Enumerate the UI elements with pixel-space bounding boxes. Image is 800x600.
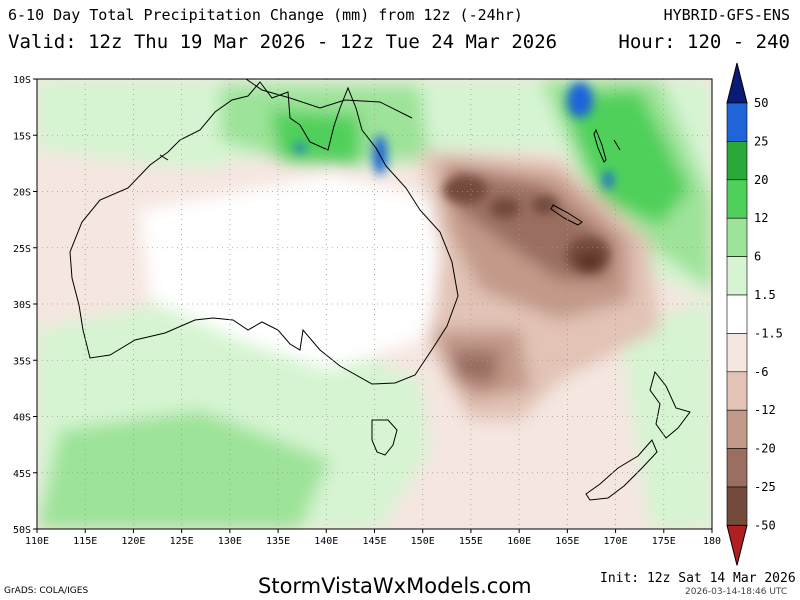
legend-label: 25: [754, 134, 768, 148]
grads-credit: GrADS: COLA/IGES: [4, 586, 89, 596]
lon-label: 150E: [411, 536, 435, 547]
grid-lines: [37, 79, 712, 529]
lon-label: 155E: [459, 536, 483, 547]
legend-label: -50: [754, 518, 776, 532]
legend-swatch: [726, 486, 748, 526]
lat-label: 30S: [13, 300, 31, 311]
lon-label: 135E: [266, 536, 290, 547]
lat-label: 35S: [13, 356, 31, 367]
lat-label: 40S: [13, 413, 31, 424]
valid-period: Valid: 12z Thu 19 Mar 2026 - 12z Tue 24 …: [8, 31, 558, 53]
legend-swatch: [726, 256, 748, 296]
legend-label: -6: [754, 365, 768, 379]
legend-label: -20: [754, 442, 776, 456]
legend-swatch: [726, 294, 748, 334]
lat-label: 25S: [13, 244, 31, 255]
legend-swatch: [726, 141, 748, 181]
legend-swatch: [726, 217, 748, 257]
init-time: Init: 12z Sat 14 Mar 2026: [600, 571, 796, 586]
lon-label: 125E: [170, 536, 194, 547]
lon-label: 120E: [121, 536, 145, 547]
lat-label: 20S: [13, 188, 31, 199]
lat-label: 15S: [13, 131, 31, 142]
legend-label: 6: [754, 250, 761, 264]
legend-label: 20: [754, 173, 768, 187]
shaded-field: [37, 79, 712, 529]
legend-label: 50: [754, 96, 768, 110]
legend-swatch: [726, 333, 748, 373]
legend-swatch: [726, 371, 748, 411]
lat-label: 10S: [13, 75, 31, 86]
generated-timestamp: 2026-03-14-18:46 UTC: [685, 587, 788, 597]
legend-swatch: [726, 409, 748, 449]
lon-label: 110E: [25, 536, 49, 547]
legend-label: -12: [754, 403, 776, 417]
legend-min-arrow: [726, 524, 748, 566]
lon-label: 180: [703, 536, 721, 547]
website-watermark: StormVistaWxModels.com: [258, 574, 532, 598]
lon-label: 160E: [507, 536, 531, 547]
lon-label: 170E: [604, 536, 628, 547]
legend-swatch: [726, 448, 748, 488]
legend-swatch: [726, 102, 748, 142]
legend-label: 1.5: [754, 288, 776, 302]
legend-swatch: [726, 179, 748, 219]
legend-max-arrow: [726, 62, 748, 104]
lon-label: 130E: [218, 536, 242, 547]
legend-label: 12: [754, 211, 768, 225]
chart-title: 6-10 Day Total Precipitation Change (mm)…: [8, 6, 523, 24]
lon-label: 140E: [314, 536, 338, 547]
legend-label: -25: [754, 480, 776, 494]
lon-label: 145E: [362, 536, 386, 547]
lat-label: 50S: [13, 525, 31, 536]
legend-label: -1.5: [754, 326, 783, 340]
forecast-hours: Hour: 120 - 240: [618, 31, 790, 53]
lat-label: 45S: [13, 469, 31, 480]
lon-label: 115E: [73, 536, 97, 547]
lon-label: 175E: [652, 536, 676, 547]
model-name: HYBRID-GFS-ENS: [663, 6, 790, 24]
lon-label: 165E: [555, 536, 579, 547]
